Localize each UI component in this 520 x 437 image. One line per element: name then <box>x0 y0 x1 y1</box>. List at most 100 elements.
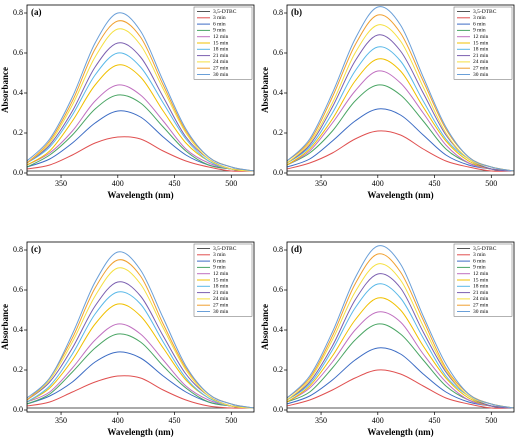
spectrum-line <box>287 245 514 409</box>
x-axis-label: Wavelength (nm) <box>367 427 433 437</box>
spectrum-line <box>287 273 514 409</box>
y-tick-label: 0.8 <box>273 8 283 17</box>
y-tick-label: 0.8 <box>13 8 23 17</box>
legend-label: 15 min <box>473 277 489 283</box>
legend-label: 12 min <box>213 271 229 277</box>
spectrum-line <box>27 64 254 172</box>
y-tick-label: 0.8 <box>273 245 283 254</box>
spectrum-line <box>287 130 514 172</box>
y-tick-label: 0.0 <box>273 168 283 177</box>
spectrum-line <box>287 297 514 409</box>
x-tick-label: 450 <box>169 416 181 425</box>
legend-label: 18 min <box>473 284 489 290</box>
legend-label: 12 min <box>213 34 229 40</box>
spectrum-line <box>287 58 514 172</box>
legend-label: 9 min <box>473 265 486 271</box>
spectrum-line <box>27 323 254 409</box>
y-tick-label: 0.6 <box>13 48 23 57</box>
legend-label: 3,5-DTBC <box>473 246 497 252</box>
y-tick-label: 0.8 <box>13 245 23 254</box>
x-tick-label: 450 <box>429 179 441 188</box>
legend-label: 24 min <box>473 59 489 65</box>
y-tick-label: 0.0 <box>13 405 23 414</box>
legend-label: 24 min <box>473 296 489 302</box>
x-tick-label: 500 <box>225 416 237 425</box>
x-tick-label: 350 <box>55 416 67 425</box>
spectrum-line <box>27 28 254 172</box>
legend-label: 15 min <box>213 277 229 283</box>
spectrum-line <box>27 333 254 409</box>
legend-label: 9 min <box>213 265 226 271</box>
legend-label: 3 min <box>473 252 486 258</box>
legend-label: 9 min <box>213 28 226 34</box>
x-tick-label: 350 <box>315 416 327 425</box>
plot-lines <box>27 12 254 172</box>
y-tick-label: 0.6 <box>273 285 283 294</box>
x-tick-label: 400 <box>112 179 124 188</box>
spectrum-line <box>27 84 254 172</box>
x-tick-label: 350 <box>55 179 67 188</box>
y-tick-label: 0.2 <box>273 365 283 374</box>
x-tick-label: 400 <box>372 179 384 188</box>
legend-label: 3 min <box>213 15 226 21</box>
panel-label: (c) <box>31 244 41 254</box>
legend-label: 21 min <box>213 53 229 59</box>
y-tick-label: 0.0 <box>273 405 283 414</box>
y-tick-label: 0.6 <box>273 48 283 57</box>
plot-frame <box>286 241 515 413</box>
legend-label: 6 min <box>213 21 226 27</box>
plot-frame <box>26 4 255 176</box>
y-tick-label: 0.6 <box>13 285 23 294</box>
spectrum-line <box>27 303 254 409</box>
legend-label: 30 min <box>473 309 489 315</box>
legend-label: 18 min <box>213 47 229 53</box>
spectrum-line <box>287 6 514 172</box>
legend-label: 12 min <box>473 34 489 40</box>
legend-label: 6 min <box>213 258 226 264</box>
y-axis-label: Absorbance <box>260 304 270 350</box>
x-tick-label: 350 <box>315 179 327 188</box>
legend-label: 27 min <box>213 302 229 308</box>
legend-label: 27 min <box>473 65 489 71</box>
y-tick-label: 0.4 <box>273 88 283 97</box>
legend-label: 12 min <box>473 271 489 277</box>
plot-frame <box>26 241 255 413</box>
legend-label: 3 min <box>473 15 486 21</box>
spectrum-line <box>27 52 254 172</box>
plot-lines <box>287 6 514 172</box>
y-axis-label: Absorbance <box>0 304 10 350</box>
spectrum-line <box>287 347 514 409</box>
spectrum-line <box>27 12 254 172</box>
y-axis-label: Absorbance <box>0 67 10 113</box>
legend-label: 6 min <box>473 21 486 27</box>
plot-lines <box>287 245 514 409</box>
x-axis-label: Wavelength (nm) <box>107 190 173 200</box>
legend-label: 30 min <box>213 309 229 315</box>
legend-label: 30 min <box>473 72 489 78</box>
spectrum-line <box>287 108 514 172</box>
legend-label: 27 min <box>213 65 229 71</box>
x-tick-label: 500 <box>485 416 497 425</box>
x-tick-label: 500 <box>225 179 237 188</box>
x-axis-label: Wavelength (nm) <box>107 427 173 437</box>
spectrum-line <box>27 375 254 409</box>
x-tick-label: 450 <box>429 416 441 425</box>
legend-label: 21 min <box>473 53 489 59</box>
x-tick-label: 500 <box>485 179 497 188</box>
y-tick-label: 0.2 <box>273 128 283 137</box>
spectrum-line <box>287 311 514 409</box>
y-tick-label: 0.4 <box>273 325 283 334</box>
panel-label: (a) <box>31 7 42 17</box>
legend-label: 3,5-DTBC <box>213 9 237 15</box>
y-axis-label: Absorbance <box>260 67 270 113</box>
spectrum-line <box>287 24 514 172</box>
y-tick-label: 0.4 <box>13 325 23 334</box>
plot-frame <box>286 4 515 176</box>
legend-label: 21 min <box>473 290 489 296</box>
y-tick-label: 0.4 <box>13 88 23 97</box>
legend-label: 21 min <box>213 290 229 296</box>
panel-label: (b) <box>291 7 302 17</box>
spectrum-line <box>27 291 254 409</box>
legend-label: 30 min <box>213 72 229 78</box>
x-tick-label: 400 <box>372 416 384 425</box>
